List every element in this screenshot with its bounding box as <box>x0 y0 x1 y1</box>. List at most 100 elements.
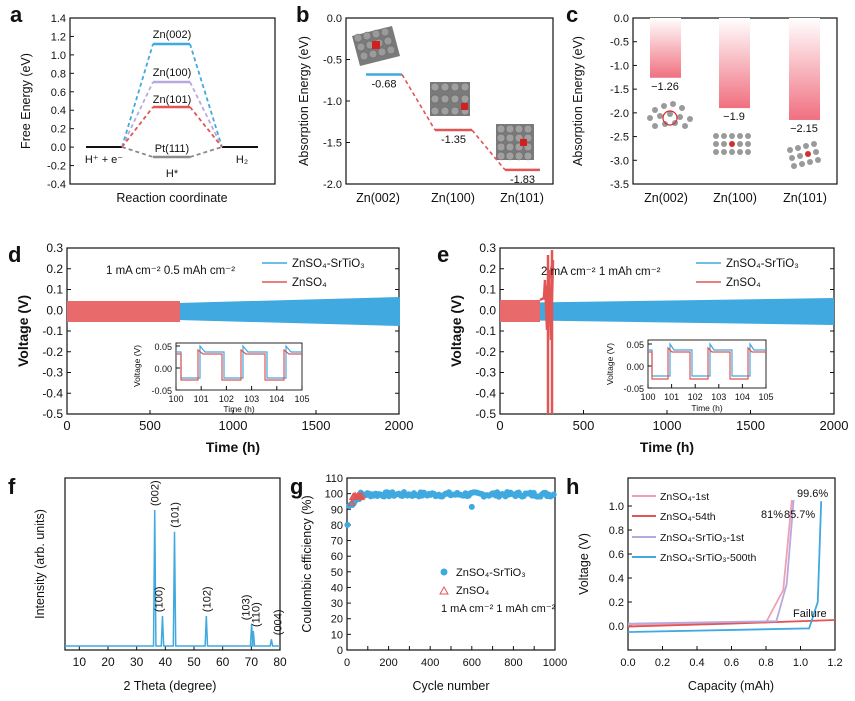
a-path-zn101 <box>121 106 223 148</box>
h-y-label-2: 0.4 <box>609 573 624 585</box>
b-cluster-zn002 <box>352 26 400 66</box>
e-x-label-3: 1500 <box>736 418 765 433</box>
d-y-label-5: -0.2 <box>42 345 63 359</box>
d-legend-srtio3: ZnSO₄-SrTiO₃ <box>292 258 365 270</box>
panel-letter-b: b <box>296 2 309 27</box>
g-y-label-7: 70 <box>331 536 343 548</box>
c-xcat-zn101: Zn(101) <box>783 191 827 205</box>
b-cluster-zn100 <box>430 82 470 116</box>
h-y-label-4: 0.8 <box>609 525 624 537</box>
panel-h-xlabel: Capacity (mAh) <box>688 679 774 693</box>
c-y-label-2: -1.0 <box>610 60 629 72</box>
e-y-label-4: -0.1 <box>475 324 496 338</box>
panel-a-ylabel: Free Energy (eV) <box>19 53 33 149</box>
e-series-srtio3-band <box>500 298 834 325</box>
a-y-label-2: 1.0 <box>51 50 66 62</box>
b-cluster-zn101 <box>496 124 534 161</box>
e-ix-label-5: 105 <box>758 392 773 402</box>
c-y-label-7: -3.5 <box>610 179 629 191</box>
e-y-label-5: -0.2 <box>475 345 496 359</box>
e-y-label-2: 0.1 <box>479 283 496 297</box>
d-inset-xlabel: Time (h) <box>223 404 254 414</box>
e-x-label-4: 2000 <box>820 418 849 433</box>
a-y-label-7: 0.0 <box>51 142 66 154</box>
a-y-label-0: 1.4 <box>51 13 66 25</box>
d-y-label-6: -0.3 <box>42 366 63 380</box>
g-legend-znso4: ZnSO₄ <box>456 585 490 597</box>
c-structure-zn101 <box>787 141 821 169</box>
a-label-zn100: Zn(100) <box>153 67 192 79</box>
g-x-label-8: 800 <box>504 657 522 669</box>
e-y-label-8: -0.5 <box>475 407 496 421</box>
h-eff-857: 85.7% <box>784 509 815 521</box>
d-y-label-4: -0.1 <box>42 324 63 338</box>
e-iy-label-1: 0.00 <box>626 362 644 372</box>
e-ix-label-2: 102 <box>688 392 703 402</box>
panel-letter-c: c <box>566 2 578 27</box>
panel-d: d 0.3 0.2 0.1 0.0 -0.1 -0.2 -0.3 -0.4 -0.50 500 10… <box>8 241 413 455</box>
panel-h: h 0.0 0.2 0.4 0.6 0.8 1.0 0.0 0.2 0.4 0.6 0.8 1.0 1.… <box>566 474 843 693</box>
c-xcat-zn002: Zn(002) <box>644 191 688 205</box>
f-peak-label-2: (101) <box>170 502 182 528</box>
e-inset-xlabel: Time (h) <box>691 403 722 413</box>
panel-h-marks <box>627 499 836 633</box>
d-x-label-4: 2000 <box>385 418 414 433</box>
panel-e: e 0.3 0.2 0.1 0.0 -0.1 -0.2 -0.3 -0.4 -0.50 500 10… <box>437 241 848 455</box>
panel-e-ticks: 0.30.20.10.0-0.1-0.2-0.3-0.4-0.50 500 1000… <box>475 241 848 433</box>
e-ix-label-3: 103 <box>711 392 726 402</box>
d-iy-label-0: 0.05 <box>154 342 172 352</box>
panel-h-ticks: 0.0 0.2 0.4 0.6 0.8 1.0 0.0 0.2 0.4 0.6 0.8 1.0 1.2 <box>609 501 843 669</box>
f-x-label-7: 80 <box>273 655 287 669</box>
d-x-label-2: 1000 <box>219 418 248 433</box>
c-y-label-4: -2.0 <box>610 108 629 120</box>
e-znso4-failure <box>539 250 555 414</box>
g-x-label-0: 0 <box>344 657 350 669</box>
b-value-2: -1.83 <box>510 174 535 186</box>
h-x-label-4: 0.8 <box>758 657 773 669</box>
panel-f-frame <box>64 477 281 651</box>
panel-letter-d: d <box>8 242 21 267</box>
g-y-label-6: 60 <box>331 551 343 563</box>
panel-d-ticks: 0.30.20.10.0-0.1-0.2-0.3-0.4-0.50 500 1000… <box>42 241 413 433</box>
g-x-label-4: 400 <box>421 657 439 669</box>
f-peak-label-5: (110) <box>250 602 262 627</box>
a-path-zn100 <box>121 81 223 148</box>
f-x-label-5: 60 <box>216 655 230 669</box>
d-ix-label-0: 100 <box>168 394 183 404</box>
h-x-label-0: 0.0 <box>620 657 635 669</box>
b-y-label-2: -1.0 <box>323 96 342 108</box>
f-peak-label-3: (102) <box>201 586 213 612</box>
a-y-label-5: 0.4 <box>51 105 66 117</box>
panel-b: b 0.0 -0.5 -1.0 -1.5 -2.0 Absorption Energy … <box>296 2 554 205</box>
f-peak-label-0: (002) <box>150 480 162 506</box>
d-ix-label-2: 102 <box>219 394 234 404</box>
d-ix-label-3: 103 <box>244 394 259 404</box>
panel-c-marks: −1.26 −1.9 −2.15 <box>650 18 820 135</box>
g-outlier-0 <box>468 503 475 510</box>
f-x-label-2: 30 <box>130 655 144 669</box>
e-inset-ylabel: Voltage (V) <box>605 343 615 385</box>
g-y-label-5: 50 <box>331 567 343 579</box>
g-x-label-2: 200 <box>379 657 397 669</box>
panel-f: f 10 20 30 40 50 60 70 80 Intensity (arb. units… <box>8 474 287 693</box>
c-value-2: −2.15 <box>790 123 818 135</box>
b-value-1: -1.35 <box>441 134 466 146</box>
d-y-label-2: 0.1 <box>46 283 63 297</box>
panel-a: a 1.4 1.2 1.0 0.8 0.6 0.4 0.2 0.0 -0.2 -0.4 Free … <box>10 2 276 205</box>
c-bar-0 <box>650 18 681 78</box>
c-value-1: −1.9 <box>723 111 745 123</box>
e-y-label-7: -0.4 <box>475 386 496 400</box>
c-y-label-1: -0.5 <box>610 37 629 49</box>
c-value-0: −1.26 <box>651 81 679 93</box>
b-y-label-0: 0.0 <box>327 13 342 25</box>
panel-a-yticks: 1.4 1.2 1.0 0.8 0.6 0.4 0.2 0.0 -0.2 -0.4 <box>47 13 74 191</box>
g-y-label-4: 40 <box>331 582 343 594</box>
d-y-label-0: 0.3 <box>46 241 63 255</box>
g-y-label-2: 20 <box>331 614 343 626</box>
panel-g-ticks: 0 10 20 30 40 50 60 70 80 90 100 110 0 200 400 600 800 10… <box>325 473 568 669</box>
g-y-label-8: 80 <box>331 520 343 532</box>
d-inset-frame <box>175 342 303 391</box>
panel-b-yticks: 0.0 -0.5 -1.0 -1.5 -2.0 <box>323 13 350 191</box>
